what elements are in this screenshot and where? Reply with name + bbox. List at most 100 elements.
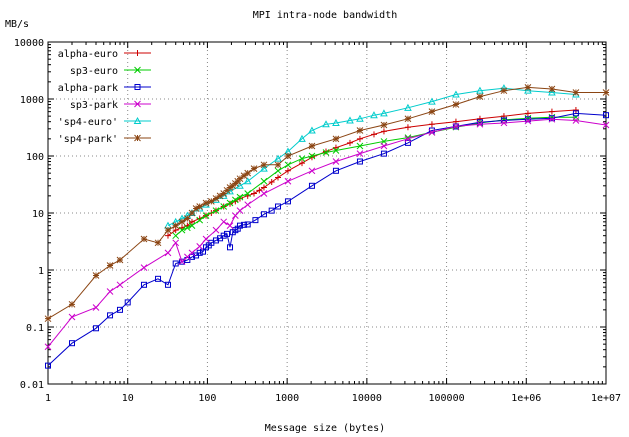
x-tick-label: 1e+06 [511, 393, 541, 404]
data-point-alpha-park [252, 217, 259, 224]
data-point-sp4-park [244, 169, 252, 177]
axis-ticks: 1 10 100 1000 10000 100000 1e+06 1e+07 0.01 0.1 1 1… [14, 38, 621, 404]
data-point-alpha-park [164, 281, 171, 288]
y-tick-label: 100 [26, 152, 44, 163]
data-point-sp4-park [332, 135, 340, 143]
data-point-sp3-euro [308, 152, 316, 160]
data-point-sp3-park [428, 128, 436, 136]
x-tick-label: 1000 [275, 393, 299, 404]
data-point-alpha-euro [476, 115, 483, 122]
data-point-sp3-park [260, 190, 268, 197]
data-point-sp4-euro [274, 154, 282, 162]
data-point-alpha-euro [260, 184, 267, 191]
data-point-sp3-park [188, 249, 196, 257]
data-point-sp3-euro [196, 216, 204, 224]
data-point-alpha-euro [299, 160, 306, 167]
data-point-alpha-park [603, 112, 609, 119]
legend-marker-sp4-park [134, 134, 141, 142]
data-point-sp4-park [572, 89, 580, 96]
data-point-alpha-euro [268, 178, 275, 185]
data-point-sp4-euro [476, 86, 484, 94]
data-point-sp4-park [207, 198, 215, 205]
data-point-alpha-park [45, 362, 51, 369]
data-point-alpha-euro [251, 190, 258, 197]
y-tick-label: 1 [38, 266, 44, 277]
legend-label-sp4-euro: 'sp4-euro' [58, 117, 118, 128]
data-point-sp3-euro [172, 232, 180, 240]
data-point-sp4-park [452, 101, 460, 108]
legend-marker-sp3-euro [134, 66, 141, 74]
data-point-alpha-euro [428, 121, 435, 128]
x-tick-label: 1e+07 [591, 393, 621, 404]
data-point-alpha-park [356, 158, 363, 165]
data-point-sp3-euro [188, 222, 196, 229]
data-point-sp4-park [44, 315, 52, 323]
data-point-sp4-park [92, 272, 100, 279]
data-point-sp4-euro [370, 111, 378, 119]
data-point-alpha-park [200, 248, 207, 255]
data-point-sp4-park [260, 161, 268, 169]
data-point-sp3-euro [274, 167, 282, 175]
data-point-alpha-park [524, 116, 531, 123]
data-point-sp4-euro [404, 103, 412, 111]
data-point-alpha-euro [322, 148, 329, 155]
data-point-sp4-park [236, 175, 244, 183]
data-point-sp3-park [116, 281, 124, 289]
legend-marker-sp4-euro [133, 116, 142, 124]
data-point-sp4-park [164, 226, 172, 234]
series-line-alpha-euro [167, 109, 576, 237]
data-point-sp4-park [524, 84, 532, 91]
data-point-sp4-park [106, 262, 114, 269]
data-point-sp4-euro [236, 181, 244, 189]
legend-label-sp3-park: sp3-park [70, 100, 118, 111]
data-point-alpha-euro [356, 135, 363, 142]
data-point-alpha-euro [572, 107, 579, 114]
data-point-sp4-park [202, 199, 210, 207]
data-point-sp3-euro [226, 199, 234, 207]
plot-frame [47, 41, 607, 385]
legend-label-sp3-euro: sp3-euro [70, 66, 118, 77]
data-point-alpha-park [155, 275, 162, 282]
data-point-sp4-park [476, 93, 484, 100]
data-point-alpha-euro [524, 110, 531, 117]
y-tick-label: 10000 [14, 38, 44, 49]
data-point-sp3-park [476, 120, 484, 128]
data-point-sp3-euro [220, 203, 228, 210]
legend-marker-alpha-euro [134, 50, 141, 56]
data-point-sp3-park [178, 258, 186, 266]
data-point-sp3-park [524, 117, 532, 125]
data-point-alpha-euro [370, 131, 377, 138]
data-point-sp4-park [226, 184, 234, 191]
data-point-sp4-park [380, 121, 388, 129]
data-point-sp4-park [356, 127, 364, 134]
data-point-alpha-park [268, 207, 275, 214]
data-point-alpha-park [572, 110, 579, 117]
data-point-alpha-park [140, 281, 147, 288]
data-point-sp3-park [92, 304, 100, 311]
x-axis-label: Message size (bytes) [265, 423, 385, 434]
data-point-sp3-park [220, 218, 228, 226]
data-point-alpha-park [308, 182, 315, 189]
data-point-sp4-park [68, 300, 76, 308]
data-point-sp4-euro [322, 120, 330, 128]
data-point-sp4-euro [346, 116, 354, 124]
data-point-sp3-park [244, 201, 252, 209]
data-point-sp3-park [602, 121, 610, 129]
series-line-sp3-euro [175, 116, 576, 237]
data-point-sp4-park [154, 239, 162, 247]
data-point-alpha-euro [380, 128, 387, 135]
data-point-sp3-park [196, 242, 204, 250]
data-point-sp3-park [404, 135, 412, 143]
series-line-sp4-euro [167, 87, 576, 227]
x-tick-label: 100 [198, 393, 216, 404]
data-point-sp3-park [356, 150, 364, 157]
series-group [44, 84, 610, 369]
x-tick-label: 10000 [352, 393, 382, 404]
data-point-alpha-park [241, 221, 248, 228]
data-point-alpha-euro [548, 108, 555, 115]
data-point-sp3-park [548, 115, 556, 123]
data-point-alpha-park [116, 306, 123, 313]
data-point-alpha-park [92, 325, 99, 332]
data-point-sp4-park [274, 161, 282, 169]
data-point-sp4-park [172, 222, 180, 229]
